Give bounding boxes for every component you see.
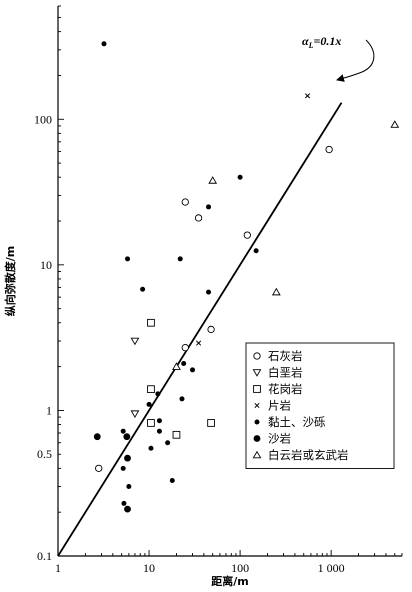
data-point-small-dot xyxy=(237,174,243,180)
legend-marker xyxy=(253,352,261,360)
data-point-open-circle xyxy=(325,145,333,154)
x-axis-title: 距离/m xyxy=(211,574,248,588)
annotation-arrow xyxy=(336,39,375,82)
data-point-open-triangle xyxy=(208,176,218,184)
legend-label: 白云岩或玄武岩 xyxy=(268,448,349,462)
data-point-open-circle xyxy=(181,343,189,352)
legend-label: 白垩岩 xyxy=(268,366,303,380)
cross-stroke xyxy=(254,402,260,409)
data-point-large-dot xyxy=(124,505,131,513)
data-point-open-square xyxy=(147,318,155,327)
tick-labels: 1 10 100 1 000 0.1 0.5 1 10 100 xyxy=(34,112,345,575)
data-point-small-dot xyxy=(169,478,175,484)
data-point-large-dot xyxy=(124,454,131,462)
legend-label: 片岩 xyxy=(268,399,291,413)
annotation-label: αL=0.1x xyxy=(302,34,341,50)
annotation: αL=0.1x xyxy=(302,34,375,82)
y-tick-label: 100 xyxy=(34,112,52,126)
data-point-small-dot xyxy=(179,396,185,402)
data-point-small-dot xyxy=(177,256,183,262)
data-point-open-circle xyxy=(243,231,251,239)
x-tick-label: 100 xyxy=(231,561,249,575)
data-point-small-dot xyxy=(120,465,126,471)
data-point-open-circle xyxy=(207,325,215,334)
y-tick-label: 10 xyxy=(40,258,52,272)
data-points xyxy=(93,41,400,513)
data-point-small-dot xyxy=(156,428,162,434)
data-point-small-dot xyxy=(165,440,171,446)
data-point-small-dot xyxy=(101,41,107,47)
legend-marker xyxy=(254,419,260,425)
legend-label: 黏土、沙砾 xyxy=(268,415,326,429)
legend-marker xyxy=(252,450,262,459)
fit-line-group xyxy=(57,102,343,557)
data-point-large-dot xyxy=(123,433,131,441)
y-axis-title: 纵向弥散度/m xyxy=(3,246,17,316)
data-point-open-square xyxy=(147,419,155,427)
data-point-small-dot xyxy=(140,286,146,292)
data-point-large-dot xyxy=(93,433,101,441)
legend-label: 花岗岩 xyxy=(268,382,303,396)
legend-label: 石灰岩 xyxy=(268,349,303,363)
data-point-open-circle xyxy=(194,214,203,222)
fit-line xyxy=(57,102,343,557)
data-point-open-triangle-down xyxy=(130,337,140,346)
data-point-small-dot xyxy=(148,445,154,451)
data-point-small-dot xyxy=(146,401,152,407)
legend-marker xyxy=(253,435,261,442)
data-point-small-dot xyxy=(181,361,187,367)
data-point-small-dot xyxy=(189,367,195,373)
y-tick-label: 0.1 xyxy=(37,549,52,563)
data-point-open-square xyxy=(172,430,181,439)
cross-stroke xyxy=(304,93,311,99)
data-point-small-dot xyxy=(125,256,131,262)
y-tick-label: 0.5 xyxy=(37,447,52,461)
data-point-small-dot xyxy=(253,248,259,254)
legend-marker xyxy=(254,402,260,409)
data-point-open-triangle xyxy=(390,120,400,128)
legend-marker xyxy=(252,369,262,377)
data-point-open-square xyxy=(207,419,215,427)
y-tick-label: 1 xyxy=(46,403,52,417)
data-point-open-circle xyxy=(181,198,189,206)
data-point-small-dot xyxy=(120,428,126,434)
x-tick-label: 1 xyxy=(55,561,61,575)
data-point-open-square xyxy=(147,385,155,394)
data-point-cross xyxy=(196,340,202,346)
data-point-small-dot xyxy=(206,204,212,210)
legend-box xyxy=(245,342,395,469)
data-point-open-circle xyxy=(95,464,103,473)
data-point-open-triangle xyxy=(271,287,281,296)
tick-marks xyxy=(57,5,403,557)
axes xyxy=(57,6,402,557)
cross-stroke xyxy=(196,340,202,346)
data-point-small-dot xyxy=(206,289,212,295)
legend-marker xyxy=(253,385,261,393)
legend-label: 沙岩 xyxy=(268,432,291,446)
data-point-small-dot xyxy=(126,484,132,490)
data-point-cross xyxy=(304,93,311,99)
data-point-small-dot xyxy=(156,418,162,424)
data-point-open-triangle-down xyxy=(130,410,140,418)
data-point-small-dot xyxy=(155,391,161,397)
data-point-small-dot xyxy=(121,500,127,506)
x-tick-label: 10 xyxy=(143,561,155,575)
data-point-open-triangle xyxy=(172,362,181,370)
x-tick-label: 1 000 xyxy=(318,561,345,575)
